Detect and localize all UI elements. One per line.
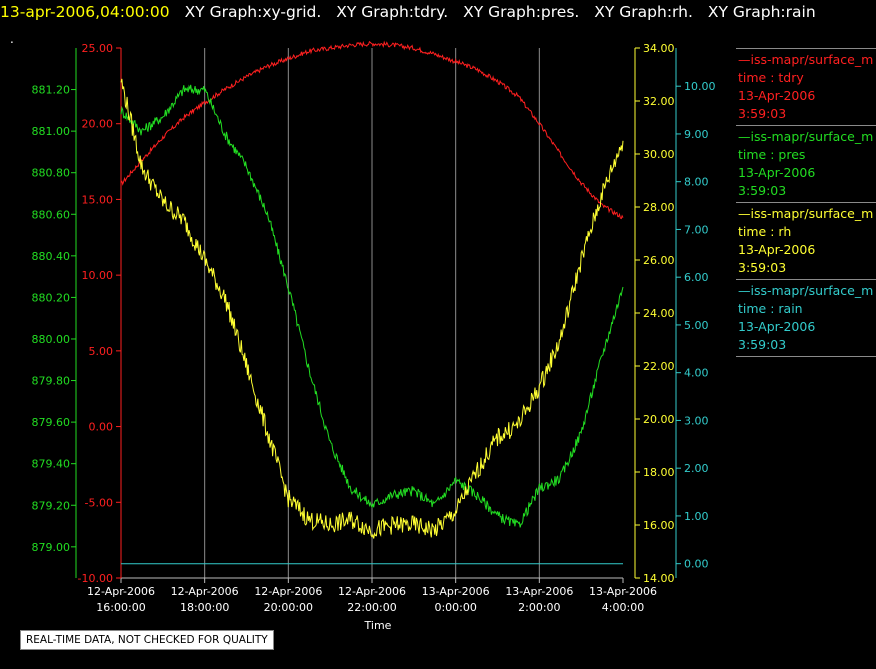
- pres-tick-label: 879.00: [32, 541, 71, 554]
- legend-field: time : pres: [738, 147, 806, 162]
- rh-tick-label: 22.00: [643, 360, 675, 373]
- rh-tick-label: 18.00: [643, 466, 675, 479]
- legend-field: time : tdry: [738, 70, 804, 85]
- legend-time: 3:59:03: [738, 106, 787, 121]
- header-graph-rain[interactable]: XY Graph:rain: [707, 3, 816, 21]
- x-tick-label-date: 13-Apr-2006: [505, 585, 573, 598]
- header-graph-tdry[interactable]: XY Graph:tdry.: [336, 3, 449, 21]
- tdry-tick-label: 5.00: [89, 345, 114, 358]
- series-pres-line: [120, 84, 624, 528]
- rain-tick-label: 0.00: [684, 558, 709, 571]
- x-tick-label-time: 18:00:00: [180, 601, 229, 614]
- rain-tick-label: 10.00: [684, 80, 716, 93]
- pres-tick-label: 879.20: [32, 499, 71, 512]
- legend-name: —iss-mapr/surface_m: [738, 206, 874, 221]
- legend-name: —iss-mapr/surface_m: [738, 52, 874, 67]
- x-tick-label-time: 4:00:00: [602, 601, 644, 614]
- pres-tick-label: 880.00: [32, 333, 71, 346]
- rain-tick-label: 8.00: [684, 176, 709, 189]
- legend-date: 13-Apr-2006: [738, 319, 816, 334]
- x-tick-label-date: 12-Apr-2006: [171, 585, 239, 598]
- rain-tick-label: 1.00: [684, 510, 709, 523]
- rh-tick-label: 26.00: [643, 254, 675, 267]
- rh-tick-label: 24.00: [643, 307, 675, 320]
- legend: —iss-mapr/surface_m time : tdry 13-Apr-200…: [736, 48, 876, 361]
- x-axis-label: Time: [364, 619, 392, 632]
- tdry-tick-label: 15.00: [82, 193, 114, 206]
- pres-tick-label: 880.60: [32, 208, 71, 221]
- legend-time: 3:59:03: [738, 337, 787, 352]
- rain-tick-label: 6.00: [684, 271, 709, 284]
- tdry-tick-label: 25.00: [82, 42, 114, 55]
- x-tick-label-time: 22:00:00: [347, 601, 396, 614]
- pres-tick-label: 880.20: [32, 291, 71, 304]
- legend-time: 3:59:03: [738, 260, 787, 275]
- pres-tick-label: 881.20: [32, 84, 71, 97]
- x-tick-label-date: 12-Apr-2006: [87, 585, 155, 598]
- header-graph-xy-grid[interactable]: XY Graph:xy-grid.: [184, 3, 322, 21]
- legend-time: 3:59:03: [738, 183, 787, 198]
- tdry-tick-label: -10.00: [78, 572, 113, 585]
- legend-date: 13-Apr-2006: [738, 88, 816, 103]
- legend-date: 13-Apr-2006: [738, 242, 816, 257]
- rh-tick-label: 32.00: [643, 95, 675, 108]
- x-tick-label-time: 0:00:00: [434, 601, 476, 614]
- x-tick-label-time: 16:00:00: [96, 601, 145, 614]
- rh-tick-label: 20.00: [643, 413, 675, 426]
- rain-tick-label: 9.00: [684, 128, 709, 141]
- legend-date: 13-Apr-2006: [738, 165, 816, 180]
- header-bar: 13-apr-2006,04:00:00 XY Graph:xy-grid. X…: [0, 0, 816, 24]
- x-tick-label-time: 2:00:00: [518, 601, 560, 614]
- rain-tick-label: 5.00: [684, 319, 709, 332]
- pres-tick-label: 881.00: [32, 125, 71, 138]
- rain-tick-label: 4.00: [684, 367, 709, 380]
- tdry-tick-label: 20.00: [82, 118, 114, 131]
- x-tick-label-date: 13-Apr-2006: [589, 585, 657, 598]
- x-tick-label-date: 12-Apr-2006: [338, 585, 406, 598]
- pres-tick-label: 879.80: [32, 375, 71, 388]
- tdry-tick-label: 0.00: [89, 421, 114, 434]
- rh-tick-label: 34.00: [643, 42, 675, 55]
- rh-tick-label: 14.00: [643, 572, 675, 585]
- tdry-tick-label: 10.00: [82, 269, 114, 282]
- rh-tick-label: 30.00: [643, 148, 675, 161]
- pres-tick-label: 879.40: [32, 458, 71, 471]
- series-rh-line: [120, 78, 624, 539]
- legend-name: —iss-mapr/surface_m: [738, 129, 874, 144]
- legend-field: time : rain: [738, 301, 803, 316]
- legend-name: —iss-mapr/surface_m: [738, 283, 874, 298]
- legend-field: time : rh: [738, 224, 792, 239]
- rh-tick-label: 28.00: [643, 201, 675, 214]
- x-tick-label-time: 20:00:00: [264, 601, 313, 614]
- header-time: 13-apr-2006,04:00:00: [0, 3, 170, 21]
- header-graph-rh[interactable]: XY Graph:rh.: [594, 3, 693, 21]
- quality-notice: REAL-TIME DATA, NOT CHECKED FOR QUALITY: [20, 630, 274, 650]
- pres-tick-label: 880.40: [32, 250, 71, 263]
- legend-divider: [736, 356, 876, 361]
- pres-tick-label: 879.60: [32, 416, 71, 429]
- rh-tick-label: 16.00: [643, 519, 675, 532]
- rain-tick-label: 7.00: [684, 223, 709, 236]
- series-tdry-line: [120, 40, 624, 220]
- rain-tick-label: 3.00: [684, 414, 709, 427]
- status-dot: .: [10, 32, 14, 46]
- x-tick-label-date: 12-Apr-2006: [254, 585, 322, 598]
- header-graph-pres[interactable]: XY Graph:pres.: [463, 3, 580, 21]
- rain-tick-label: 2.00: [684, 462, 709, 475]
- tdry-tick-label: -5.00: [85, 496, 113, 509]
- x-tick-label-date: 13-Apr-2006: [422, 585, 490, 598]
- pres-tick-label: 880.80: [32, 167, 71, 180]
